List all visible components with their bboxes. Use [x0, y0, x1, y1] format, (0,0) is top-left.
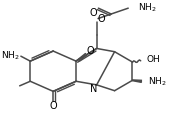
Text: OH: OH [147, 55, 161, 64]
Text: NH$_2$: NH$_2$ [138, 2, 157, 14]
Text: O: O [97, 14, 105, 24]
Polygon shape [133, 80, 141, 82]
Text: O: O [86, 46, 94, 56]
Text: O: O [49, 101, 57, 111]
Text: NH$_2$: NH$_2$ [1, 49, 20, 62]
Text: O: O [90, 8, 97, 18]
Text: N: N [90, 84, 97, 94]
Text: NH$_2$: NH$_2$ [148, 75, 167, 88]
